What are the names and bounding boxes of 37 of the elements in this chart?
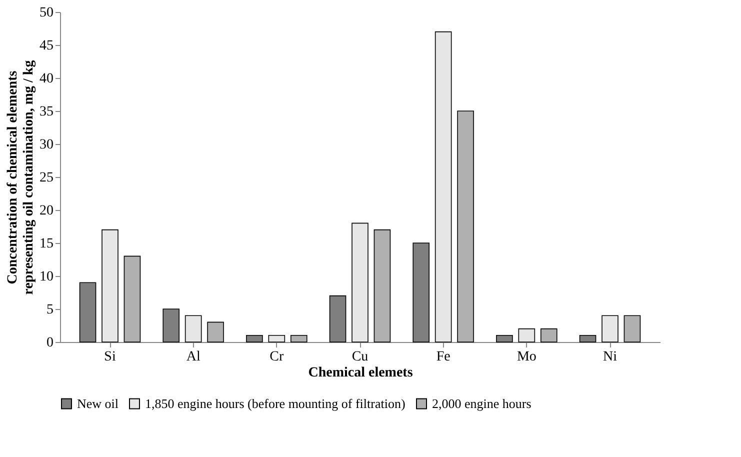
x-tick-label: Al (186, 350, 200, 364)
bar (540, 328, 558, 342)
y-tick-label: 5 (46, 302, 54, 318)
bar (290, 335, 308, 342)
y-tick-label: 40 (40, 72, 54, 86)
x-tick-label: Mo (516, 350, 536, 364)
y-tick-label: 45 (40, 38, 54, 54)
x-tick-label: Fe (436, 350, 450, 364)
legend-label: New oil (77, 396, 119, 411)
bar (184, 315, 202, 342)
bar (102, 229, 118, 342)
y-axis-title: Concentration of chemical elements representing oil contamination, mg / kg (6, 60, 36, 295)
legend-label: 2,000 engine hours (432, 396, 532, 411)
y-tick-label: 10 (40, 270, 54, 284)
x-tick-label: Cr (270, 350, 284, 364)
x-tick-label: Si (104, 350, 116, 364)
y-tick-label: 50 (40, 6, 54, 20)
bar (352, 222, 368, 342)
bar (207, 322, 224, 342)
bar (374, 229, 391, 342)
x-axis-title: Chemical elemets (308, 366, 414, 380)
y-tick-label: 0 (46, 336, 54, 350)
legend-label: 1,850 engine hours (before mounting of filtration) (145, 396, 406, 411)
bar (602, 315, 618, 342)
bar (268, 335, 286, 342)
y-tick-label: 35 (40, 104, 54, 120)
x-tick-label: Cu (352, 350, 368, 364)
y-tick-label: 15 (40, 236, 54, 252)
bar (624, 315, 641, 342)
bar (518, 328, 536, 342)
y-tick-label: 30 (40, 138, 54, 152)
bar (457, 110, 474, 342)
bar (124, 256, 141, 342)
y-tick-label: 25 (40, 170, 54, 186)
y-tick-label: 20 (40, 204, 54, 218)
bar (434, 31, 452, 342)
x-tick-label: Ni (603, 350, 618, 364)
